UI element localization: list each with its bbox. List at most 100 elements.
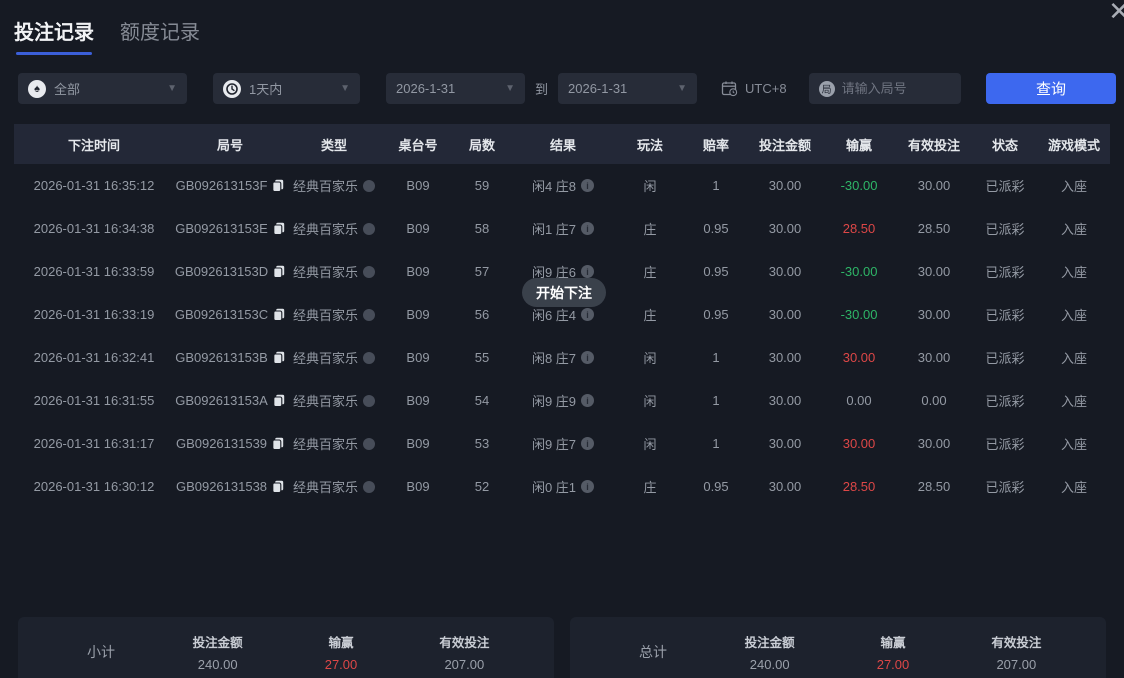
- cell-game-type: 经典百家乐: [286, 262, 382, 281]
- info-icon[interactable]: i: [581, 308, 595, 321]
- copy-icon[interactable]: [272, 480, 284, 493]
- chevron-down-icon: ▼: [167, 83, 177, 94]
- cell-result: 闲4 庄8 i: [510, 176, 616, 195]
- cell-win-loss: 28.50: [842, 221, 876, 236]
- tab-quota-records[interactable]: 额度记录: [120, 22, 200, 44]
- cell-play-type: 闲: [643, 179, 657, 194]
- copy-icon[interactable]: [272, 179, 284, 192]
- cell-game-type: 经典百家乐: [286, 219, 382, 238]
- info-icon[interactable]: i: [581, 179, 595, 192]
- cell-round-id: GB092613153C: [174, 307, 286, 322]
- to-label: 到: [535, 82, 549, 97]
- date-from-value: 2026-1-31: [396, 81, 456, 96]
- table-row: 2026-01-31 16:31:17 GB0926131539 经典百家乐 B…: [14, 422, 1110, 465]
- stat-label: 输赢: [880, 636, 906, 650]
- stat-value: 207.00: [444, 657, 485, 672]
- timezone-indicator: UTC+8: [721, 80, 787, 97]
- cell-round-no: 58: [474, 221, 490, 236]
- table-body: 2026-01-31 16:35:12 GB092613153F 经典百家乐 B…: [14, 164, 1110, 508]
- info-icon[interactable]: i: [581, 437, 595, 450]
- video-replay-icon: [363, 394, 375, 407]
- copy-icon[interactable]: [273, 351, 285, 364]
- cell-game-mode: 入座: [1060, 179, 1087, 194]
- date-to-picker[interactable]: 2026-1-31 ▼: [558, 73, 698, 104]
- info-icon[interactable]: i: [581, 351, 595, 364]
- date-from-picker[interactable]: 2026-1-31 ▼: [386, 73, 525, 104]
- cell-round-id: GB092613153D: [174, 264, 286, 279]
- info-icon[interactable]: i: [581, 265, 595, 278]
- game-type-dropdown[interactable]: ♠ 全部 ▼: [18, 73, 187, 104]
- stat-label: 输赢: [328, 636, 354, 650]
- cell-bet-amount: 30.00: [768, 307, 802, 322]
- cell-bet-time: 2026-01-31 16:32:41: [33, 350, 155, 365]
- close-icon[interactable]: ✕: [1108, 0, 1124, 26]
- stat-value: 240.00: [749, 657, 790, 672]
- table-row: 2026-01-31 16:32:41 GB092613153B 经典百家乐 B…: [14, 336, 1110, 379]
- col-win-loss: 输赢: [845, 137, 872, 153]
- cell-status: 已派彩: [985, 179, 1025, 194]
- video-replay-icon: [363, 437, 375, 450]
- cell-bet-amount: 30.00: [768, 221, 802, 236]
- round-search[interactable]: 局: [808, 73, 961, 104]
- table-row: 2026-01-31 16:30:12 GB0926131538 经典百家乐 B…: [14, 465, 1110, 508]
- info-icon[interactable]: i: [581, 480, 595, 493]
- stat-value: 27.00: [876, 657, 910, 672]
- info-icon[interactable]: i: [581, 222, 595, 235]
- tab-bar: 投注记录 额度记录: [0, 0, 1124, 55]
- table-row: 2026-01-31 16:33:59 GB092613153D 经典百家乐 B…: [14, 250, 1110, 293]
- col-valid-bet: 有效投注: [907, 137, 960, 153]
- timezone-label: UTC+8: [745, 81, 787, 96]
- cell-status: 已派彩: [985, 222, 1025, 237]
- cell-round-id: GB092613153F: [174, 178, 286, 193]
- cell-table-no: B09: [406, 221, 430, 236]
- calendar-clock-icon: [721, 80, 738, 97]
- copy-icon[interactable]: [273, 265, 285, 278]
- copy-icon[interactable]: [273, 308, 285, 321]
- cell-valid-bet: 28.50: [917, 479, 951, 494]
- video-replay-icon: [363, 265, 375, 278]
- copy-icon[interactable]: [273, 222, 285, 235]
- chevron-down-icon: ▼: [677, 83, 688, 94]
- col-round-id: 局号: [216, 137, 243, 153]
- cell-round-no: 59: [474, 178, 490, 193]
- cell-round-id: GB0926131539: [174, 436, 286, 451]
- cell-odds: 0.95: [703, 221, 729, 236]
- cell-win-loss: 0.00: [846, 393, 872, 408]
- copy-icon[interactable]: [273, 394, 285, 407]
- stat-value: 207.00: [996, 657, 1037, 672]
- info-icon[interactable]: i: [581, 394, 595, 407]
- table-row: 2026-01-31 16:35:12 GB092613153F 经典百家乐 B…: [14, 164, 1110, 207]
- table-row: 2026-01-31 16:34:38 GB092613153E 经典百家乐 B…: [14, 207, 1110, 250]
- cell-bet-amount: 30.00: [768, 178, 802, 193]
- cell-status: 已派彩: [985, 308, 1025, 323]
- tab-betting-records[interactable]: 投注记录: [14, 16, 94, 55]
- cell-game-mode: 入座: [1060, 265, 1087, 280]
- cell-result: 闲8 庄7 i: [510, 348, 616, 367]
- copy-icon[interactable]: [272, 437, 284, 450]
- total-bet-amount: 投注金额 240.00: [708, 632, 831, 672]
- cell-valid-bet: 30.00: [917, 350, 951, 365]
- stat-value: 27.00: [324, 657, 358, 672]
- cell-bet-time: 2026-01-31 16:30:12: [33, 479, 155, 494]
- cell-odds: 0.95: [703, 479, 729, 494]
- round-search-input[interactable]: [841, 81, 951, 96]
- cell-win-loss: -30.00: [840, 307, 878, 322]
- cell-bet-amount: 30.00: [768, 350, 802, 365]
- cell-win-loss: 30.00: [842, 350, 876, 365]
- subtotal-valid-bet: 有效投注 207.00: [403, 632, 526, 672]
- cell-table-no: B09: [406, 350, 430, 365]
- cell-result: 闲9 庄7 i: [510, 434, 616, 453]
- chevron-down-icon: ▼: [505, 83, 515, 94]
- cell-valid-bet: 30.00: [917, 178, 951, 193]
- cell-game-type: 经典百家乐: [286, 348, 382, 367]
- query-button[interactable]: 查询: [986, 73, 1116, 104]
- cell-valid-bet: 28.50: [917, 221, 951, 236]
- cell-status: 已派彩: [985, 437, 1025, 452]
- time-range-dropdown[interactable]: 1天内 ▼: [213, 73, 360, 104]
- col-round-no: 局数: [468, 137, 495, 153]
- col-status: 状态: [991, 137, 1018, 153]
- game-type-value: 全部: [54, 82, 81, 97]
- cell-game-type: 经典百家乐: [286, 434, 382, 453]
- cell-game-type: 经典百家乐: [286, 477, 382, 496]
- clock-icon: [223, 79, 241, 98]
